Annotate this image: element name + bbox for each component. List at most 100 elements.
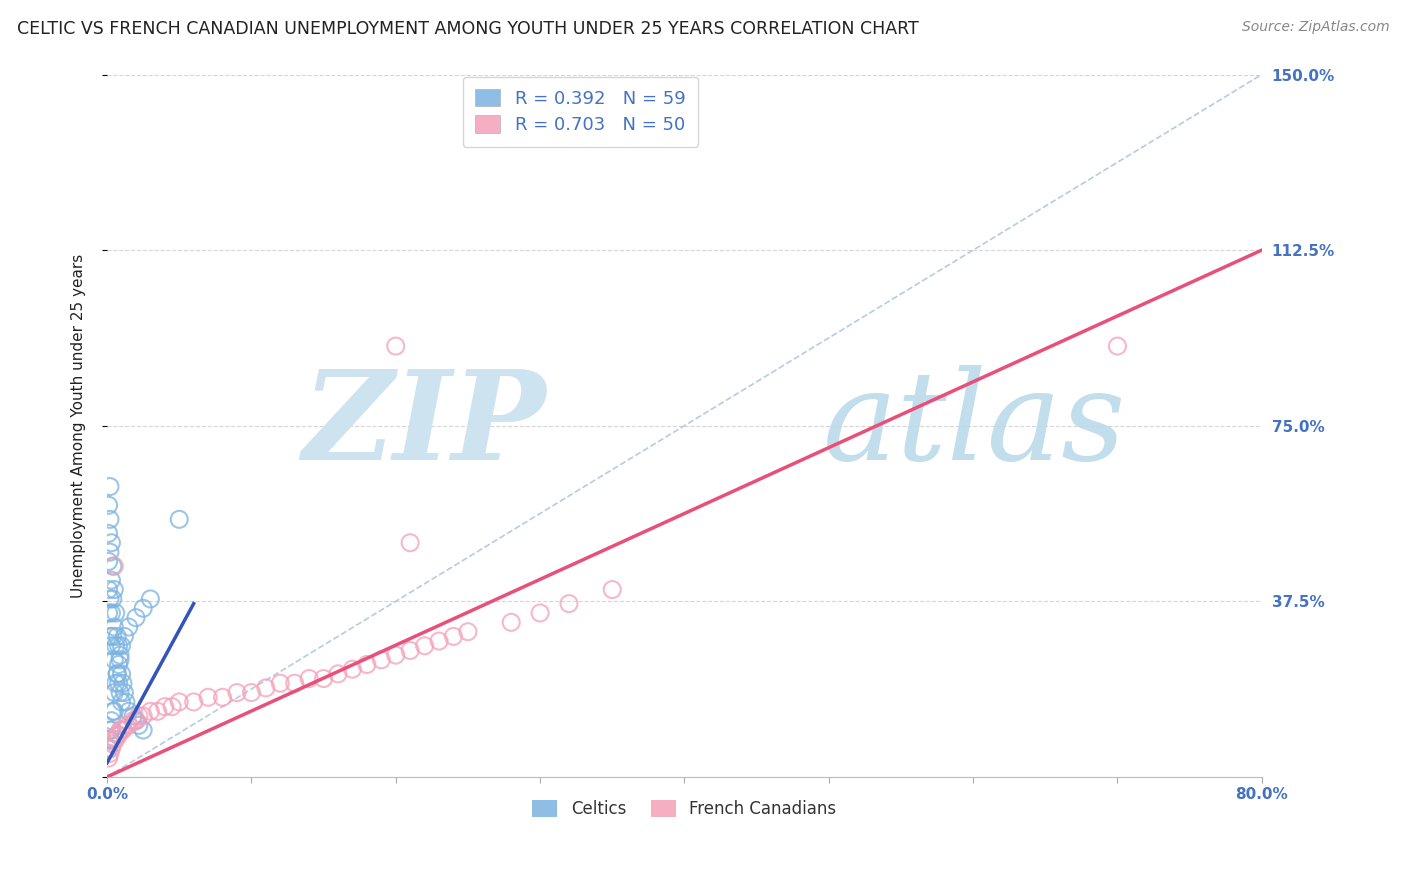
Point [118,718,141,732]
Point [107,639,129,653]
Point [384,339,406,353]
Point [183,695,205,709]
Point [97,751,120,765]
Point [104,676,127,690]
Point [457,624,479,639]
Point [103,559,125,574]
Point [98,512,121,526]
Point [100,639,122,653]
Point [125,714,148,728]
Point [98,629,121,643]
Point [115,695,138,709]
Point [100,741,122,756]
Point [101,704,124,718]
Point [103,653,125,667]
Point [108,648,131,662]
Point [128,709,150,723]
Point [125,714,148,728]
Point [356,657,378,672]
Point [160,699,183,714]
Point [103,704,125,718]
Point [254,681,277,695]
Point [326,666,349,681]
Point [111,676,134,690]
Point [104,606,127,620]
Point [167,695,190,709]
Point [100,714,122,728]
Point [108,653,131,667]
Point [226,685,249,699]
Point [118,620,141,634]
Point [269,676,291,690]
Legend: Celtics, French Canadians: Celtics, French Canadians [526,793,844,825]
Point [98,591,121,606]
Point [97,582,120,597]
Point [103,732,125,747]
Point [105,629,128,643]
Point [312,672,335,686]
Point [153,699,176,714]
Point [100,606,122,620]
Point [112,629,135,643]
Point [98,545,121,559]
Point [122,714,145,728]
Point [100,723,122,737]
Point [284,676,307,690]
Point [101,591,124,606]
Point [100,573,122,587]
Point [501,615,523,630]
Text: CELTIC VS FRENCH CANADIAN UNEMPLOYMENT AMONG YOUTH UNDER 25 YEARS CORRELATION CH: CELTIC VS FRENCH CANADIAN UNEMPLOYMENT A… [17,20,918,37]
Point [132,723,155,737]
Point [413,639,436,653]
Point [103,685,125,699]
Point [100,535,122,549]
Point [139,704,162,718]
Point [370,653,392,667]
Point [97,732,120,747]
Y-axis label: Unemployment Among Youth under 25 years: Unemployment Among Youth under 25 years [72,253,86,598]
Text: Source: ZipAtlas.com: Source: ZipAtlas.com [1241,20,1389,34]
Point [97,741,120,756]
Point [132,709,155,723]
Text: ZIP: ZIP [302,365,546,486]
Point [97,498,120,512]
Point [427,634,450,648]
Point [108,723,131,737]
Point [97,554,120,568]
Point [122,709,145,723]
Point [97,606,120,620]
Point [211,690,233,705]
Point [115,718,138,732]
Point [118,704,141,718]
Point [104,639,127,653]
Point [399,535,422,549]
Point [110,723,132,737]
Point [529,606,551,620]
Point [112,685,135,699]
Point [128,718,150,732]
Point [101,629,124,643]
Point [105,666,128,681]
Point [107,657,129,672]
Point [98,723,121,737]
Point [600,582,623,597]
Point [139,591,162,606]
Point [384,648,406,662]
Point [298,672,321,686]
Point [105,666,128,681]
Point [167,512,190,526]
Point [103,620,125,634]
Point [101,737,124,751]
Point [558,597,581,611]
Point [132,601,155,615]
Point [107,676,129,690]
Point [98,732,121,747]
Point [111,723,134,737]
Point [443,629,465,643]
Point [97,526,120,541]
Point [110,666,132,681]
Point [342,662,364,676]
Point [125,610,148,624]
Point [146,704,169,718]
Point [110,639,132,653]
